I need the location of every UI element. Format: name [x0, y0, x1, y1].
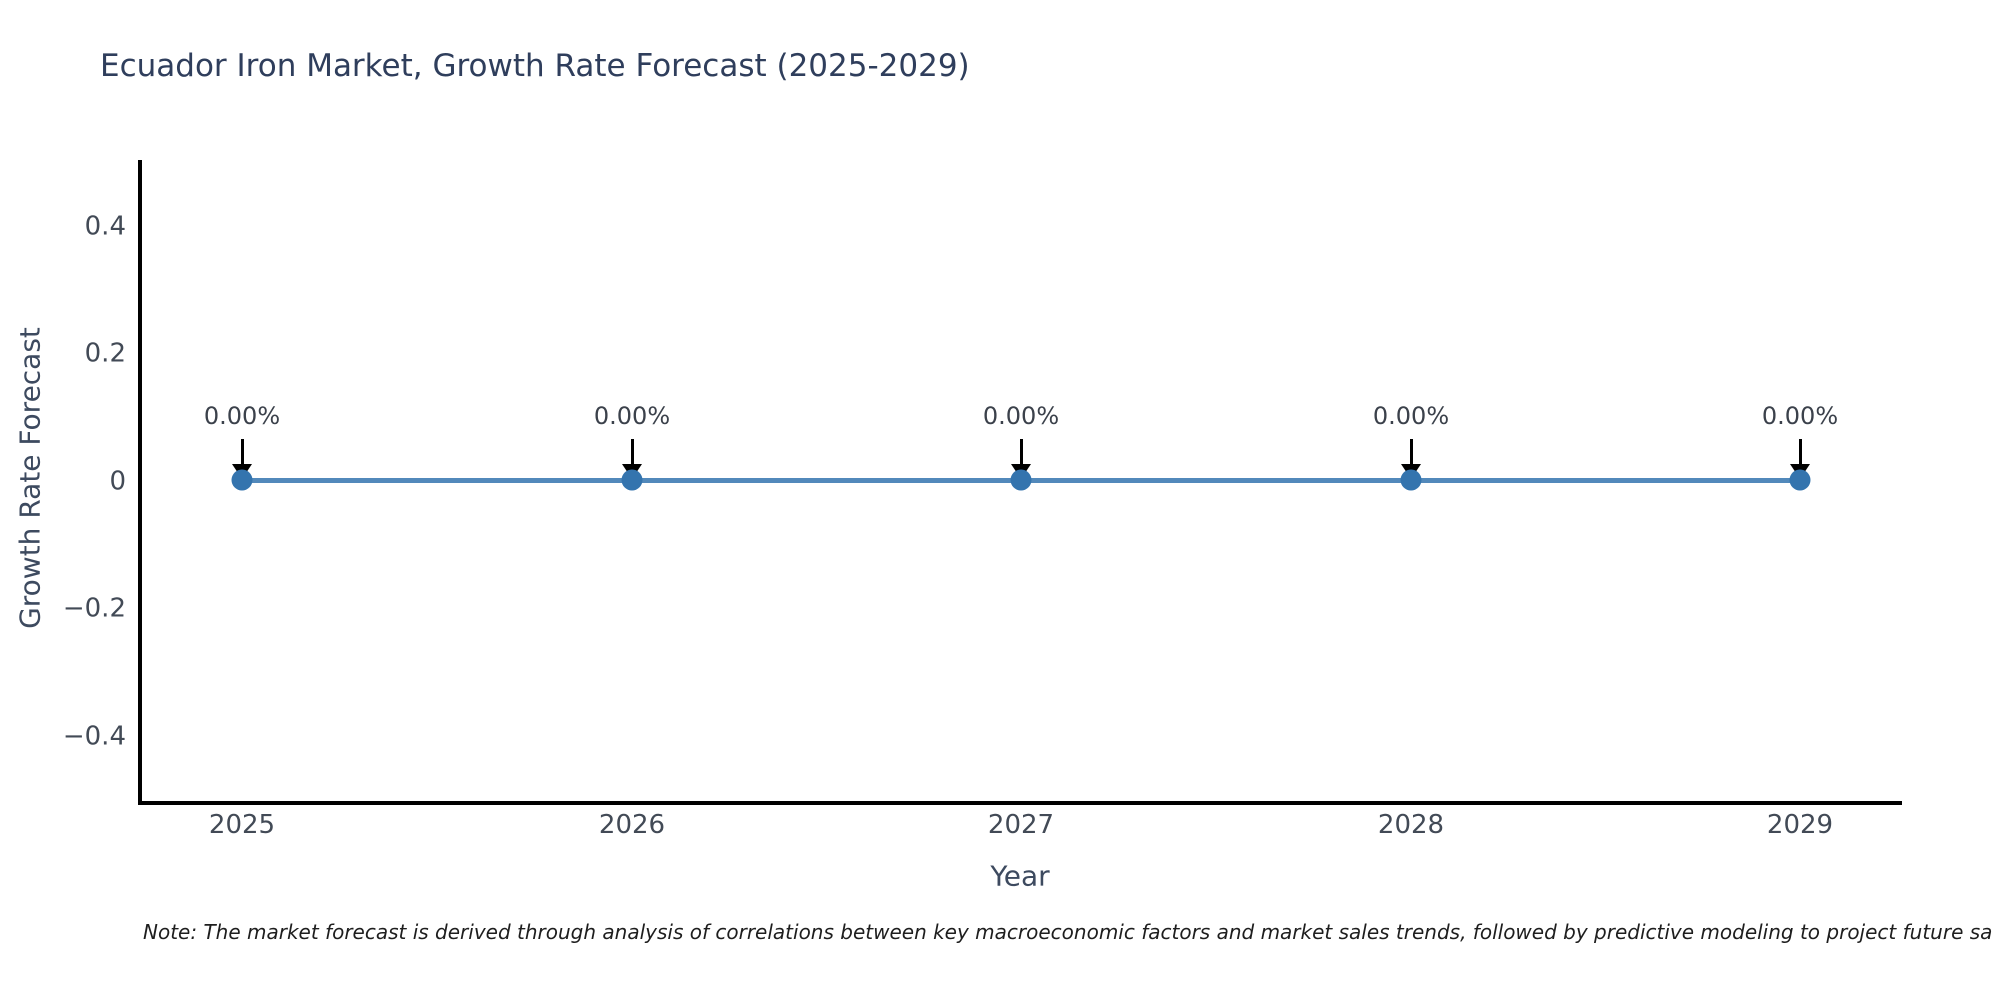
data-point-marker [1789, 469, 1811, 491]
annotation-arrow [240, 439, 244, 466]
data-point-marker [231, 469, 253, 491]
x-tick-label: 2028 [1377, 810, 1445, 840]
x-tick-label: 2029 [1766, 810, 1834, 840]
annotation-arrow [1019, 439, 1023, 466]
y-tick-label: 0 [109, 466, 126, 497]
data-value-label: 0.00% [1372, 402, 1450, 430]
y-axis-title: Growth Rate Forecast [13, 327, 47, 629]
footnote: Note: The market forecast is derived thr… [143, 920, 1993, 944]
y-tick-label: −0.2 [62, 593, 126, 624]
data-point-marker [1010, 469, 1032, 491]
data-value-label: 0.00% [1761, 402, 1839, 430]
data-value-label: 0.00% [203, 402, 281, 430]
data-point-marker [1400, 469, 1422, 491]
y-tick-label: 0.2 [84, 338, 126, 369]
data-point-marker [621, 469, 643, 491]
x-tick-label: 2025 [208, 810, 276, 840]
x-tick-label: 2026 [598, 810, 666, 840]
data-value-label: 0.00% [982, 402, 1060, 430]
annotation-arrow [1798, 439, 1802, 466]
y-tick-label: −0.4 [62, 721, 126, 752]
y-tick-label: 0.4 [84, 211, 126, 242]
x-axis-line [138, 801, 1902, 805]
y-axis-line [138, 160, 142, 805]
annotation-arrow [630, 439, 634, 466]
x-axis-title: Year [990, 859, 1050, 893]
annotation-arrow [1409, 439, 1413, 466]
chart-title: Ecuador Iron Market, Growth Rate Forecas… [100, 48, 970, 84]
data-value-label: 0.00% [593, 402, 671, 430]
x-tick-label: 2027 [987, 810, 1055, 840]
